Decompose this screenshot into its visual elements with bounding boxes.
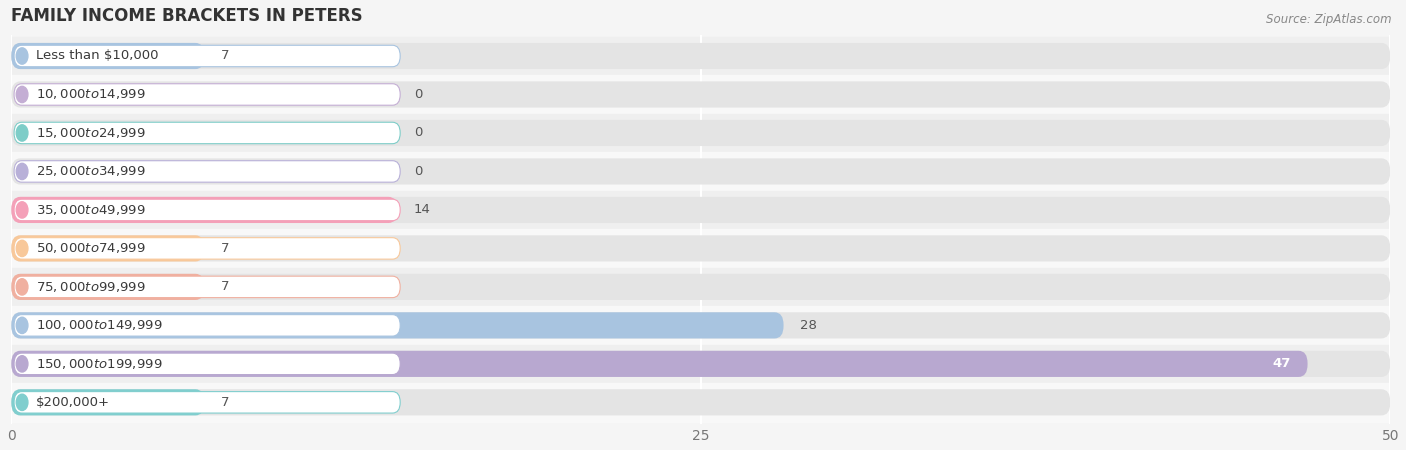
- Circle shape: [17, 317, 28, 333]
- Circle shape: [17, 163, 28, 180]
- Bar: [11, 306, 1391, 345]
- FancyBboxPatch shape: [11, 235, 204, 261]
- FancyBboxPatch shape: [11, 312, 1391, 338]
- FancyBboxPatch shape: [14, 122, 401, 144]
- Text: 0: 0: [413, 165, 422, 178]
- Circle shape: [17, 125, 28, 141]
- Text: $10,000 to $14,999: $10,000 to $14,999: [37, 87, 146, 102]
- Circle shape: [17, 279, 28, 295]
- FancyBboxPatch shape: [11, 351, 1391, 377]
- FancyBboxPatch shape: [11, 43, 1391, 69]
- Text: $35,000 to $49,999: $35,000 to $49,999: [37, 203, 146, 217]
- Text: 47: 47: [1272, 357, 1291, 370]
- Text: $50,000 to $74,999: $50,000 to $74,999: [37, 241, 146, 256]
- Bar: [11, 345, 1391, 383]
- Text: $15,000 to $24,999: $15,000 to $24,999: [37, 126, 146, 140]
- Text: $75,000 to $99,999: $75,000 to $99,999: [37, 280, 146, 294]
- FancyBboxPatch shape: [14, 238, 401, 259]
- FancyBboxPatch shape: [11, 43, 204, 69]
- Bar: [11, 37, 1391, 75]
- FancyBboxPatch shape: [11, 120, 1391, 146]
- FancyBboxPatch shape: [11, 389, 1391, 415]
- Bar: [11, 229, 1391, 268]
- FancyBboxPatch shape: [11, 389, 204, 415]
- Text: FAMILY INCOME BRACKETS IN PETERS: FAMILY INCOME BRACKETS IN PETERS: [11, 7, 363, 25]
- Circle shape: [17, 202, 28, 218]
- Circle shape: [17, 394, 28, 410]
- FancyBboxPatch shape: [11, 158, 1391, 184]
- FancyBboxPatch shape: [11, 81, 1391, 108]
- Text: $200,000+: $200,000+: [37, 396, 110, 409]
- Circle shape: [17, 240, 28, 256]
- FancyBboxPatch shape: [14, 392, 401, 413]
- Bar: [11, 191, 1391, 229]
- FancyBboxPatch shape: [14, 84, 401, 105]
- FancyBboxPatch shape: [11, 235, 1391, 261]
- Bar: [11, 75, 1391, 114]
- Text: 28: 28: [800, 319, 817, 332]
- Text: 0: 0: [413, 88, 422, 101]
- Bar: [11, 383, 1391, 422]
- FancyBboxPatch shape: [14, 45, 401, 67]
- Circle shape: [17, 356, 28, 372]
- FancyBboxPatch shape: [11, 312, 783, 338]
- Text: Less than $10,000: Less than $10,000: [37, 50, 159, 63]
- FancyBboxPatch shape: [14, 199, 401, 220]
- FancyBboxPatch shape: [11, 351, 1308, 377]
- FancyBboxPatch shape: [11, 274, 1391, 300]
- Text: 7: 7: [221, 242, 229, 255]
- FancyBboxPatch shape: [11, 274, 204, 300]
- FancyBboxPatch shape: [11, 197, 398, 223]
- Text: 14: 14: [413, 203, 430, 216]
- Circle shape: [17, 86, 28, 103]
- Text: 7: 7: [221, 396, 229, 409]
- Text: 7: 7: [221, 50, 229, 63]
- Bar: [11, 114, 1391, 152]
- FancyBboxPatch shape: [11, 197, 1391, 223]
- Text: Source: ZipAtlas.com: Source: ZipAtlas.com: [1267, 14, 1392, 27]
- Text: $25,000 to $34,999: $25,000 to $34,999: [37, 164, 146, 179]
- FancyBboxPatch shape: [14, 161, 401, 182]
- Text: 7: 7: [221, 280, 229, 293]
- Bar: [11, 152, 1391, 191]
- Circle shape: [17, 48, 28, 64]
- FancyBboxPatch shape: [14, 276, 401, 297]
- Text: 0: 0: [413, 126, 422, 140]
- FancyBboxPatch shape: [14, 353, 401, 374]
- Bar: [11, 268, 1391, 306]
- Text: $100,000 to $149,999: $100,000 to $149,999: [37, 318, 163, 333]
- Text: $150,000 to $199,999: $150,000 to $199,999: [37, 357, 163, 371]
- FancyBboxPatch shape: [14, 315, 401, 336]
